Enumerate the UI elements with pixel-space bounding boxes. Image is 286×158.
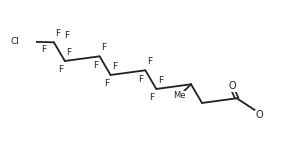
Text: F: F	[41, 45, 46, 54]
Text: Me: Me	[173, 91, 185, 100]
Text: F: F	[55, 29, 61, 38]
Text: F: F	[58, 65, 63, 74]
Text: F: F	[150, 93, 154, 102]
Text: Cl: Cl	[10, 37, 19, 46]
Text: F: F	[93, 61, 98, 70]
Text: F: F	[104, 79, 109, 88]
Text: O: O	[255, 110, 263, 120]
Text: F: F	[101, 43, 106, 52]
Text: F: F	[112, 62, 118, 71]
Text: F: F	[147, 57, 152, 66]
Text: F: F	[64, 31, 69, 40]
Text: F: F	[138, 75, 144, 84]
Text: F: F	[158, 76, 163, 85]
Text: F: F	[67, 48, 72, 57]
Text: O: O	[229, 82, 236, 91]
